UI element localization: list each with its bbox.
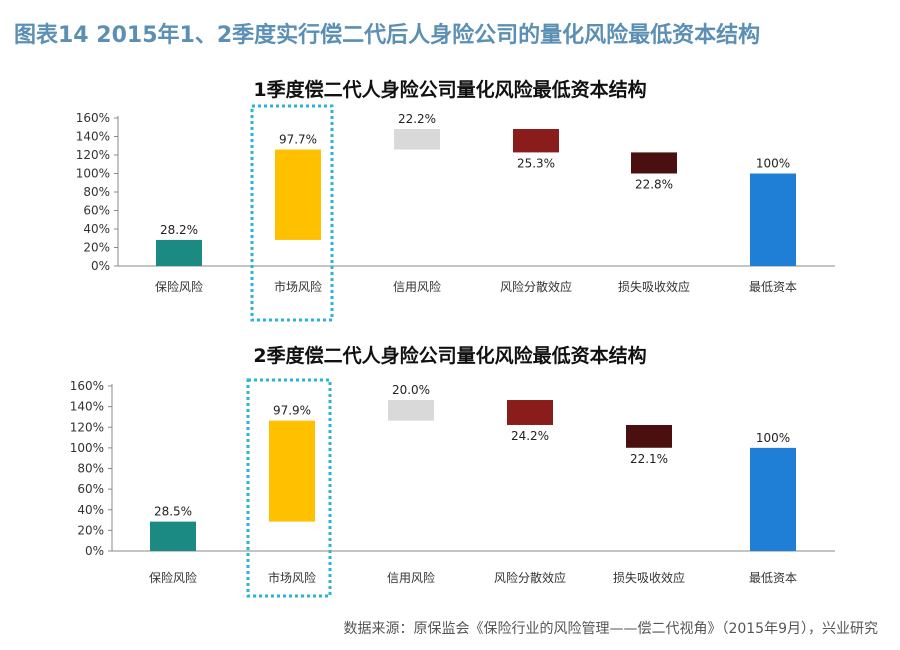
data-label: 22.2% [398, 112, 436, 126]
category-label: 保险风险 [155, 279, 203, 294]
y-tick-label: 100% [76, 167, 110, 181]
source-note: 数据来源：原保监会《保险行业的风险管理——偿二代视角》（2015年9月），兴业研… [343, 621, 878, 637]
data-label: 25.3% [517, 156, 555, 170]
bar-3 [388, 400, 434, 421]
data-label: 28.2% [160, 223, 198, 237]
y-tick-label: 140% [70, 400, 104, 414]
y-tick-label: 140% [76, 130, 110, 144]
data-label: 100% [756, 431, 790, 445]
category-label: 最低资本 [749, 280, 797, 294]
category-label: 损失吸收效应 [618, 279, 690, 294]
chart-title: 1季度偿二代人身险公司量化风险最低资本结构 [253, 78, 646, 101]
y-tick-label: 20% [77, 523, 104, 537]
bar-5 [631, 152, 677, 174]
data-label: 22.8% [635, 178, 673, 192]
y-tick-label: 0% [91, 259, 110, 273]
bar-4 [513, 129, 559, 153]
category-label: 风险分散效应 [500, 279, 572, 294]
y-tick-label: 20% [83, 241, 110, 255]
data-label: 100% [756, 157, 790, 171]
market-risk-highlight-box [250, 104, 334, 322]
category-label: 最低资本 [749, 571, 797, 585]
bar-6 [750, 173, 796, 266]
bar-4 [507, 400, 553, 425]
data-label: 28.5% [154, 505, 192, 519]
bar-2 [269, 420, 315, 522]
chart-title: 2季度偿二代人身险公司量化风险最低资本结构 [253, 344, 646, 367]
market-risk-highlight-box [246, 378, 332, 598]
y-tick-label: 120% [76, 148, 110, 162]
y-tick-label: 160% [76, 111, 110, 125]
bar-1 [150, 521, 196, 551]
y-tick-label: 60% [83, 204, 110, 218]
data-label: 24.2% [511, 429, 549, 443]
category-label: 市场风险 [268, 570, 316, 585]
category-label: 信用风险 [387, 570, 435, 585]
y-tick-label: 40% [77, 503, 104, 517]
figure-title: 图表14 2015年1、2季度实行偿二代后人身险公司的量化风险最低资本结构 [14, 23, 761, 48]
data-label: 20.0% [392, 383, 430, 397]
y-tick-label: 80% [83, 185, 110, 199]
bar-2 [275, 149, 321, 240]
y-tick-label: 100% [70, 441, 104, 455]
data-label: 97.7% [279, 133, 317, 147]
bar-1 [156, 239, 202, 266]
category-label: 风险分散效应 [494, 570, 566, 585]
category-label: 损失吸收效应 [613, 570, 685, 585]
bar-5 [626, 424, 672, 448]
y-tick-label: 0% [85, 544, 104, 558]
y-tick-label: 80% [77, 462, 104, 476]
y-tick-label: 40% [83, 222, 110, 236]
y-tick-label: 160% [70, 379, 104, 393]
category-label: 市场风险 [274, 279, 322, 294]
category-label: 保险风险 [149, 570, 197, 585]
y-tick-label: 120% [70, 420, 104, 434]
y-tick-label: 60% [77, 482, 104, 496]
bar-6 [750, 447, 796, 551]
category-label: 信用风险 [393, 279, 441, 294]
data-label: 22.1% [630, 452, 668, 466]
data-label: 97.9% [273, 404, 311, 418]
bar-3 [394, 129, 440, 150]
